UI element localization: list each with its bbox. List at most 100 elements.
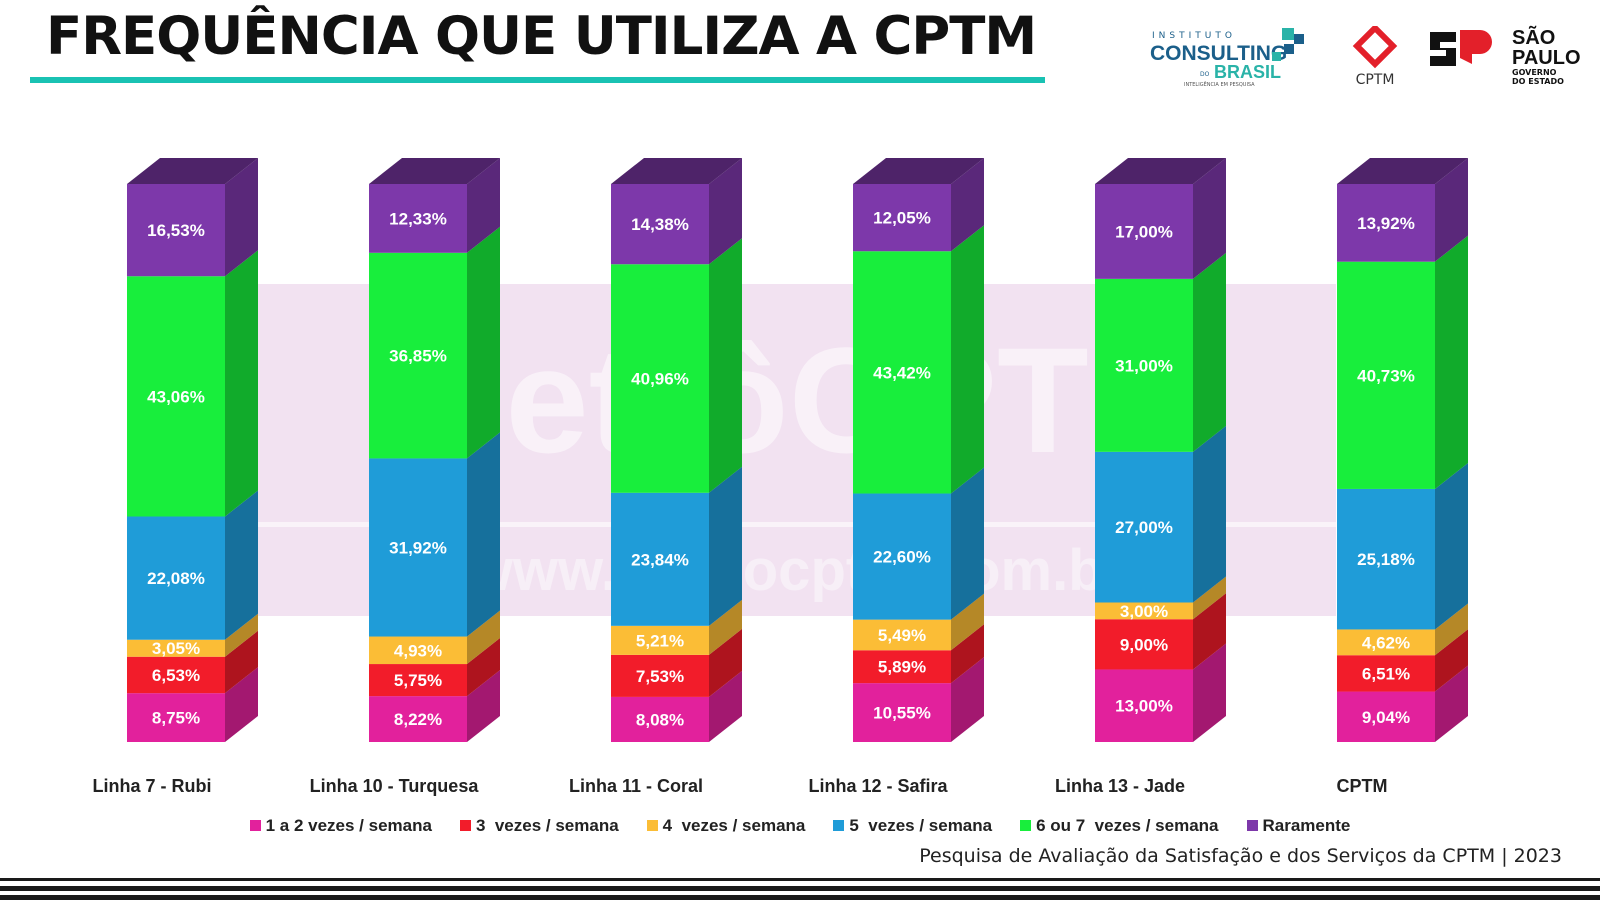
bar-top-face <box>853 158 984 184</box>
bar-segment-side <box>467 226 500 459</box>
sp-logo-line1: SÃO <box>1512 26 1555 49</box>
legend-item: Raramente <box>1246 816 1351 836</box>
data-label: 22,60% <box>873 548 931 567</box>
bar-segment <box>369 696 467 742</box>
bars-group: 8,75% 6,53% 3,05% 22,08% 43,06% 16,53% 8,22% 5,… <box>127 158 1468 742</box>
data-label: 3,05% <box>152 639 200 658</box>
consulting-logo-prefix: DO <box>1200 71 1210 78</box>
x-tick-label: Linha 12 - Safira <box>808 776 948 796</box>
bar-segment <box>1095 184 1193 279</box>
stacked-bar: 8,22% 5,75% 4,93% 31,92% 36,85% 12,33% <box>369 158 500 742</box>
data-label: 13,00% <box>1115 697 1173 716</box>
consulting-brasil-logo: INSTITUTO CONSULTING DO BRASIL INTELIGÊN… <box>1150 28 1304 88</box>
cptm-logo-label: CPTM <box>1356 72 1395 88</box>
data-label: 27,00% <box>1115 518 1173 537</box>
legend-label: 4 vezes / semana <box>662 816 806 835</box>
consulting-logo-tagline: INTELIGÊNCIA EM PESQUISA <box>1184 80 1255 88</box>
bar-segment-side <box>1435 158 1468 262</box>
bar-segment <box>1095 619 1193 670</box>
bar-segment <box>127 184 225 277</box>
bar-segment-side <box>1435 462 1468 630</box>
bar-segment-side <box>951 158 984 252</box>
page-title: FREQUÊNCIA QUE UTILIZA A CPTM <box>46 6 1037 67</box>
bar-top-face <box>127 158 258 184</box>
bar-segment <box>611 696 709 742</box>
legend-item: 5 vezes / semana <box>833 816 992 836</box>
consulting-logo-top: INSTITUTO <box>1152 31 1236 41</box>
bar-segment-side <box>709 466 742 626</box>
bottom-rule-thin <box>0 878 1600 881</box>
data-label: 5,89% <box>878 658 926 677</box>
bar-segment-side <box>225 490 258 640</box>
data-label: 43,42% <box>873 363 931 382</box>
bar-segment <box>369 184 467 253</box>
stacked-bar: 13,00% 9,00% 3,00% 27,00% 31,00% 17,00% <box>1095 158 1226 742</box>
bar-segment <box>1337 629 1435 656</box>
x-tick-label: CPTM <box>1337 776 1388 796</box>
data-label: 17,00% <box>1115 222 1173 241</box>
legend-swatch <box>249 820 261 831</box>
bar-segment-side <box>951 657 984 742</box>
data-label: 14,38% <box>631 215 689 234</box>
bar-segment-side <box>709 599 742 655</box>
legend-label: 3 vezes / semana <box>475 816 619 835</box>
stacked-bar-chart: MetrôCPTM www.metrocptm.com.br 8,75% 6,53… <box>93 158 1468 796</box>
consulting-logo-cube-b <box>1294 34 1304 44</box>
bar-segment-side <box>1193 593 1226 670</box>
bar-segment-side <box>709 238 742 493</box>
bar-segment-side <box>1435 603 1468 656</box>
bar-segment <box>853 683 951 742</box>
watermark-url: www.metrocptm.com.br <box>467 538 1127 603</box>
bar-segment-side <box>1193 252 1226 452</box>
stacked-bar: 9,04% 6,51% 4,62% 25,18% 40,73% 13,92% <box>1337 158 1468 742</box>
data-label: 13,92% <box>1357 214 1415 233</box>
title-underline <box>30 77 1045 83</box>
bar-top-face <box>1337 158 1468 184</box>
bar-segment <box>369 252 467 459</box>
bottom-rule-base <box>0 895 1600 900</box>
bar-segment <box>611 654 709 697</box>
data-label: 8,22% <box>394 710 442 729</box>
data-label: 36,85% <box>389 347 447 366</box>
bar-segment-side <box>1193 158 1226 279</box>
legend-swatch <box>646 820 658 831</box>
bar-segment-side <box>951 225 984 494</box>
sp-logo-p <box>1460 30 1492 64</box>
bar-segment-side <box>709 628 742 697</box>
data-label: 9,04% <box>1362 708 1410 727</box>
cptm-logo-mark <box>1352 26 1398 69</box>
data-label: 31,92% <box>389 538 447 557</box>
bar-segment-side <box>1193 576 1226 620</box>
legend-label: Raramente <box>1262 816 1351 835</box>
bar-segment-side <box>1193 643 1226 742</box>
bar-segment <box>1337 261 1435 489</box>
bar-segment <box>853 650 951 684</box>
data-label: 4,62% <box>1362 633 1410 652</box>
bar-segment-side <box>225 667 258 742</box>
bar-top-face <box>369 158 500 184</box>
consulting-logo-cube-d <box>1272 52 1281 61</box>
cptm-logo-mark-inner <box>1369 40 1381 52</box>
bar-segment <box>853 619 951 651</box>
data-label: 22,08% <box>147 569 205 588</box>
consulting-logo-cube-c <box>1284 44 1294 54</box>
data-label: 43,06% <box>147 387 205 406</box>
bar-segment <box>127 276 225 517</box>
bar-segment <box>1095 451 1193 603</box>
bar-segment <box>611 625 709 655</box>
bar-segment <box>853 184 951 252</box>
bar-top-face <box>611 158 742 184</box>
x-tick-label: Linha 10 - Turquesa <box>310 776 480 796</box>
bar-segment <box>611 184 709 265</box>
data-label: 3,00% <box>1120 602 1168 621</box>
bar-segment <box>127 639 225 657</box>
sp-logo-s <box>1430 32 1456 66</box>
consulting-logo-sub: BRASIL <box>1214 62 1281 82</box>
bar-segment-side <box>225 158 258 277</box>
legend-item: 4 vezes / semana <box>646 816 806 836</box>
data-label: 9,00% <box>1120 635 1168 654</box>
bar-segment <box>1095 669 1193 742</box>
bar-segment <box>611 492 709 626</box>
legend-swatch <box>833 820 845 831</box>
data-label: 40,96% <box>631 370 689 389</box>
